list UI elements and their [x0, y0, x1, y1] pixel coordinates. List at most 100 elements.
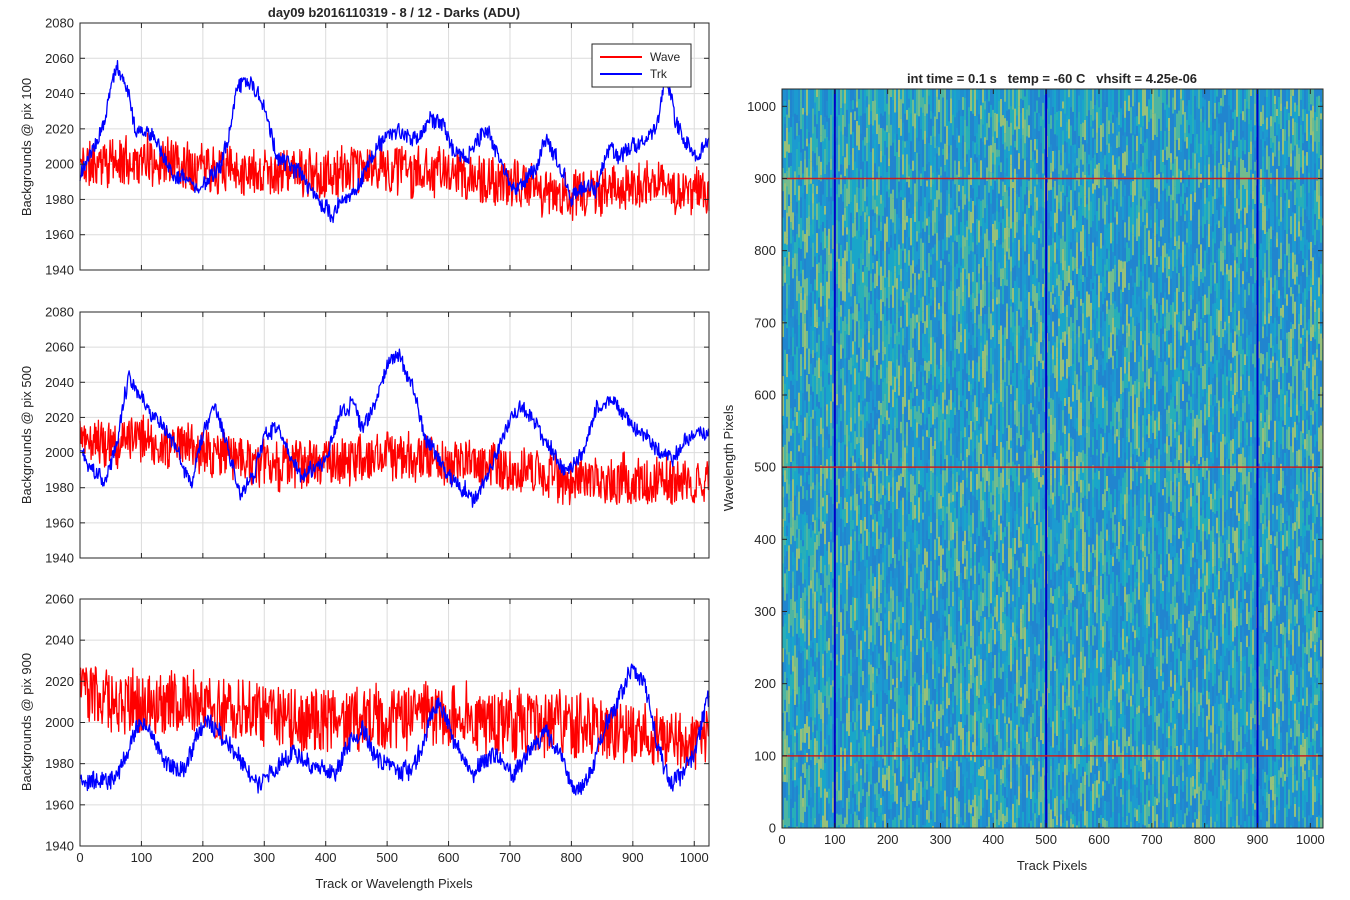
image-texture-streak [884, 571, 886, 587]
image-texture-streak [832, 797, 834, 813]
image-texture-streak [974, 178, 976, 206]
image-texture-streak [782, 321, 784, 338]
image-texture-streak [930, 165, 932, 188]
image-texture-streak [938, 112, 940, 134]
image-texture-streak [944, 715, 946, 741]
image-texture-streak [908, 818, 910, 828]
image-texture-streak [782, 731, 784, 756]
image-texture-streak [866, 688, 868, 712]
image-texture-streak [936, 119, 938, 146]
image-texture-streak [982, 500, 984, 522]
image-texture-streak [914, 169, 916, 184]
image-texture-streak [796, 715, 798, 726]
image-texture-streak [900, 681, 902, 688]
image-texture-streak [818, 802, 820, 814]
image-texture-streak [886, 334, 888, 347]
image-texture-streak [840, 612, 842, 640]
image-texture-streak [968, 789, 970, 800]
image-texture-streak [852, 657, 854, 673]
image-texture-streak [884, 449, 886, 464]
image-texture-streak [998, 137, 1000, 150]
image-texture-streak [784, 383, 786, 394]
image-texture-streak [990, 89, 992, 105]
image-texture-streak [940, 598, 942, 609]
image-texture-streak [898, 264, 900, 276]
image-texture-streak [896, 467, 898, 482]
image-texture-streak [878, 215, 880, 232]
image-texture-streak [804, 185, 806, 200]
image-texture-streak [936, 179, 938, 191]
image-texture-streak [856, 354, 858, 363]
image-texture-streak [940, 409, 942, 420]
image-texture-streak [892, 708, 894, 731]
image-texture-streak [832, 812, 834, 827]
image-texture-streak [902, 174, 904, 201]
image-texture-streak [994, 246, 996, 256]
image-texture-streak [938, 221, 940, 241]
image-texture-streak [814, 114, 816, 127]
image-texture-streak [944, 314, 946, 334]
image-texture-streak [958, 801, 960, 825]
image-texture-streak [978, 381, 980, 408]
image-texture-streak [808, 348, 810, 375]
image-texture-streak [890, 563, 892, 571]
image-texture-streak [852, 418, 854, 442]
image-texture-streak [828, 493, 830, 518]
image-texture-streak [986, 756, 988, 780]
image-texture-streak [786, 712, 788, 736]
image-texture-streak [984, 492, 986, 502]
image-texture-streak [888, 740, 890, 766]
image-texture-streak [960, 785, 962, 800]
image-texture-streak [962, 292, 964, 306]
image-texture-streak [848, 824, 850, 828]
image-texture-streak [894, 112, 896, 134]
image-texture-streak [924, 628, 926, 639]
image-texture-streak [952, 226, 954, 243]
image-texture-streak [788, 613, 790, 634]
image-texture-streak [998, 277, 1000, 290]
image-texture-streak [876, 349, 878, 365]
image-texture-streak [936, 793, 938, 819]
image-texture-streak [812, 193, 814, 204]
image-texture-streak [828, 751, 830, 776]
image-texture-streak [938, 509, 940, 517]
image-texture-streak [966, 142, 968, 155]
image-texture-streak [848, 780, 850, 789]
image-texture-streak [950, 164, 952, 180]
image-texture-streak [900, 135, 902, 160]
image-texture-streak [872, 531, 874, 547]
image-texture-streak [874, 452, 876, 476]
image-texture-streak [818, 89, 820, 112]
image-texture-streak [874, 783, 876, 795]
image-texture-streak [978, 605, 980, 623]
image-texture-streak [946, 506, 948, 514]
image-texture-streak [920, 365, 922, 372]
image-texture-streak [784, 623, 786, 650]
image-texture-streak [854, 449, 856, 463]
image-texture-streak [808, 176, 810, 185]
image-texture-streak [982, 776, 984, 785]
image-texture-streak [846, 137, 848, 144]
image-texture-streak [812, 391, 814, 410]
image-texture-streak [906, 453, 908, 464]
image-texture-streak [894, 333, 896, 345]
image-texture-streak [918, 259, 920, 274]
y-tick-label: 1980 [45, 192, 74, 207]
image-texture-streak [932, 277, 934, 288]
image-texture-streak [788, 721, 790, 748]
image-texture-streak [986, 204, 988, 229]
image-texture-streak [798, 686, 800, 705]
image-texture-streak [968, 632, 970, 649]
image-texture-streak [784, 444, 786, 457]
image-texture-streak [798, 280, 800, 294]
image-texture-streak [932, 710, 934, 722]
image-texture-streak [950, 471, 952, 478]
image-texture-streak [808, 475, 810, 485]
image-texture-streak [832, 116, 834, 125]
image-texture-streak [888, 765, 890, 792]
image-texture-streak [832, 738, 834, 756]
image-texture-streak [818, 759, 820, 787]
image-texture-streak [928, 371, 930, 379]
image-texture-streak [922, 365, 924, 377]
image-texture-streak [814, 367, 816, 377]
